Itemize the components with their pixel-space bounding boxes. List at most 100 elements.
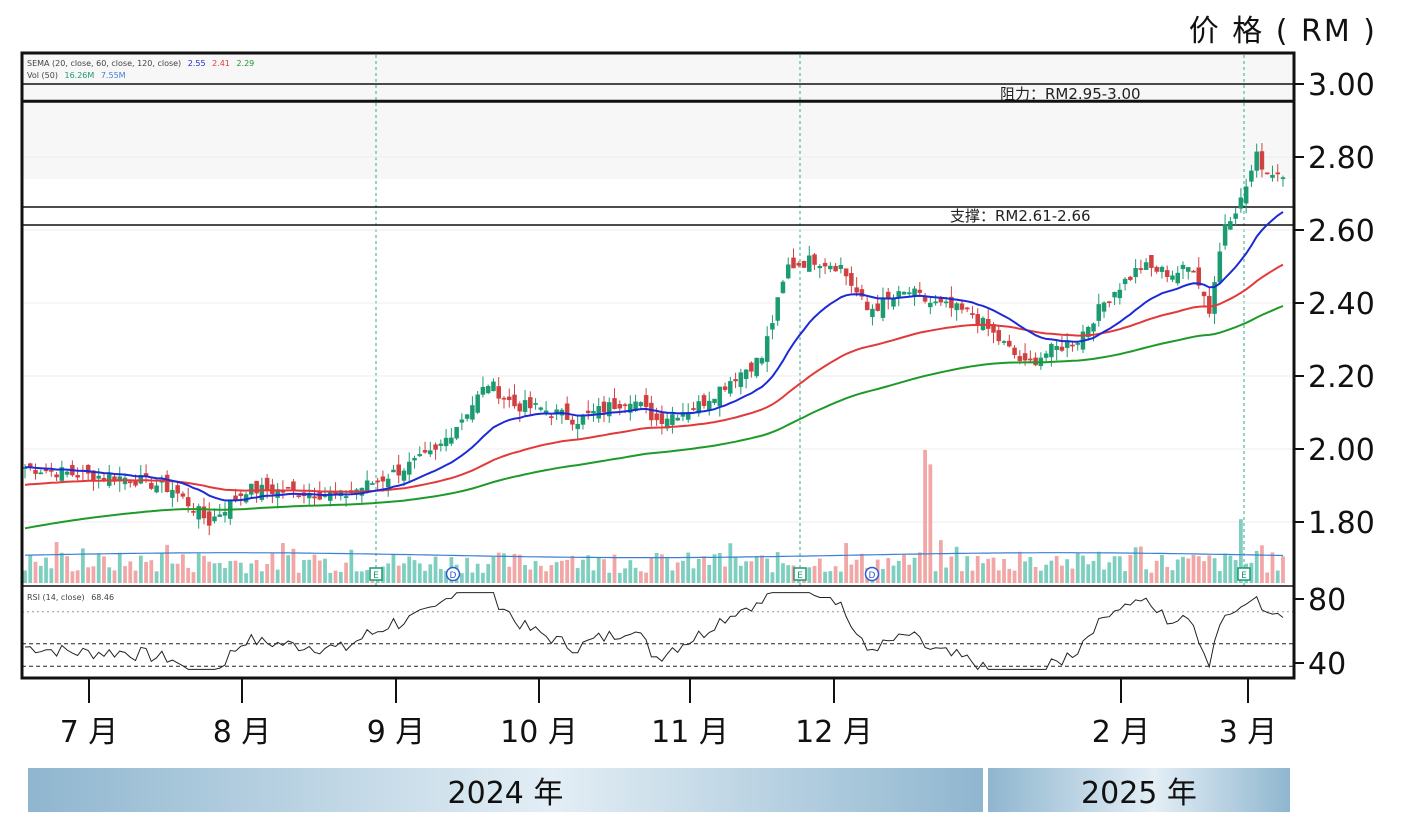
volume-bar	[149, 560, 154, 583]
candle-body	[533, 403, 538, 405]
volume-bar	[1154, 560, 1159, 583]
candle-body	[1207, 295, 1212, 314]
volume-bar	[59, 552, 64, 583]
candle-body	[875, 303, 880, 311]
candle-body	[743, 369, 749, 379]
candle-body	[964, 307, 970, 310]
volume-bar	[970, 570, 975, 583]
candle-body	[1091, 323, 1096, 332]
volume-bar	[949, 556, 954, 583]
volume-bar	[1038, 570, 1043, 583]
rsi-line	[24, 592, 1284, 671]
candle-body	[470, 405, 475, 420]
volume-bar	[259, 571, 264, 583]
volume-bar	[717, 552, 722, 583]
candle-body	[585, 410, 591, 414]
ema-lines	[24, 211, 1284, 530]
volume-bar	[1228, 555, 1233, 583]
candle-body	[696, 401, 701, 414]
candle-body	[475, 394, 480, 413]
candle-body	[754, 357, 759, 377]
candle-body	[1122, 278, 1128, 285]
volume-bar	[28, 555, 33, 583]
candle-body	[75, 475, 80, 478]
volume-bar	[938, 540, 943, 583]
volume-bar	[470, 572, 475, 583]
volume-bar	[1081, 555, 1085, 583]
volume-bar	[1212, 558, 1217, 583]
volume-bar	[44, 557, 48, 583]
y-tick-label: 2.80	[1308, 141, 1375, 176]
volume-bar	[1260, 545, 1264, 583]
volume-bar	[1149, 572, 1154, 583]
volume-bar	[838, 571, 843, 583]
candle-body	[917, 289, 923, 293]
volume-bar	[1054, 556, 1059, 583]
volume-bar	[575, 568, 580, 583]
volume-bar	[1049, 560, 1054, 583]
candle-body	[1064, 341, 1070, 348]
candle-body	[312, 496, 317, 499]
marker-letter-0: E	[373, 571, 379, 581]
volume-bar	[1207, 555, 1212, 583]
volume-bar	[1249, 562, 1254, 583]
volume-bar	[244, 573, 248, 583]
candle-body	[659, 413, 665, 424]
volume-bar	[265, 563, 270, 583]
volume-bar	[91, 566, 96, 583]
candle-body	[1254, 151, 1259, 171]
volume-bar	[596, 557, 601, 583]
candle-body	[901, 291, 907, 295]
candle-body	[454, 426, 459, 439]
candle-body	[417, 454, 423, 457]
candle-body	[933, 301, 938, 304]
candle-body	[943, 301, 949, 304]
volume-bar	[1175, 559, 1180, 583]
volume-bar	[1060, 565, 1064, 583]
volume-bar	[902, 553, 906, 583]
candle-body	[970, 313, 975, 315]
volume-bar	[707, 564, 712, 583]
year-band-2025: 2025 年	[988, 768, 1290, 812]
candle-body	[1054, 345, 1059, 351]
x-tick-label: 7 月	[60, 715, 119, 750]
volume-bar	[812, 565, 817, 583]
volume-bar	[317, 560, 322, 583]
candle-body	[406, 461, 412, 475]
volume-bar	[912, 557, 917, 583]
volume-bar	[428, 564, 433, 583]
candle-body	[785, 264, 791, 279]
candle-body	[649, 402, 654, 421]
resistance-label: 阻力：RM2.95-3.00	[1000, 85, 1141, 103]
candle-body	[791, 257, 796, 269]
candle-body	[612, 398, 617, 409]
volume-bar	[33, 561, 38, 583]
candle-body	[164, 474, 170, 493]
candle-body	[596, 406, 601, 419]
candle-body	[1180, 264, 1186, 270]
volume-bar	[144, 561, 148, 583]
volume-bar	[891, 565, 896, 583]
volume-bar	[423, 570, 427, 583]
candle-body	[1270, 174, 1275, 178]
volume-bar	[1233, 559, 1238, 583]
candle-body	[438, 443, 444, 446]
candle-body	[449, 437, 454, 444]
volume-bar	[1123, 571, 1127, 583]
volume-bar	[602, 559, 606, 583]
volume-bar	[928, 464, 933, 583]
volume-bar	[686, 552, 691, 583]
candle-body	[617, 404, 623, 409]
volume-bar	[307, 559, 312, 583]
candle-body	[1164, 270, 1170, 277]
candle-body	[780, 281, 786, 294]
volume-bar	[291, 548, 296, 583]
candle-body	[949, 296, 954, 309]
volume-bar	[586, 555, 591, 583]
volume-bar	[744, 561, 748, 583]
candle-body	[907, 292, 912, 295]
volume-bar	[1044, 564, 1049, 583]
volume-bar	[633, 567, 638, 583]
candle-body	[1001, 341, 1007, 343]
volume-bar	[1017, 551, 1022, 583]
